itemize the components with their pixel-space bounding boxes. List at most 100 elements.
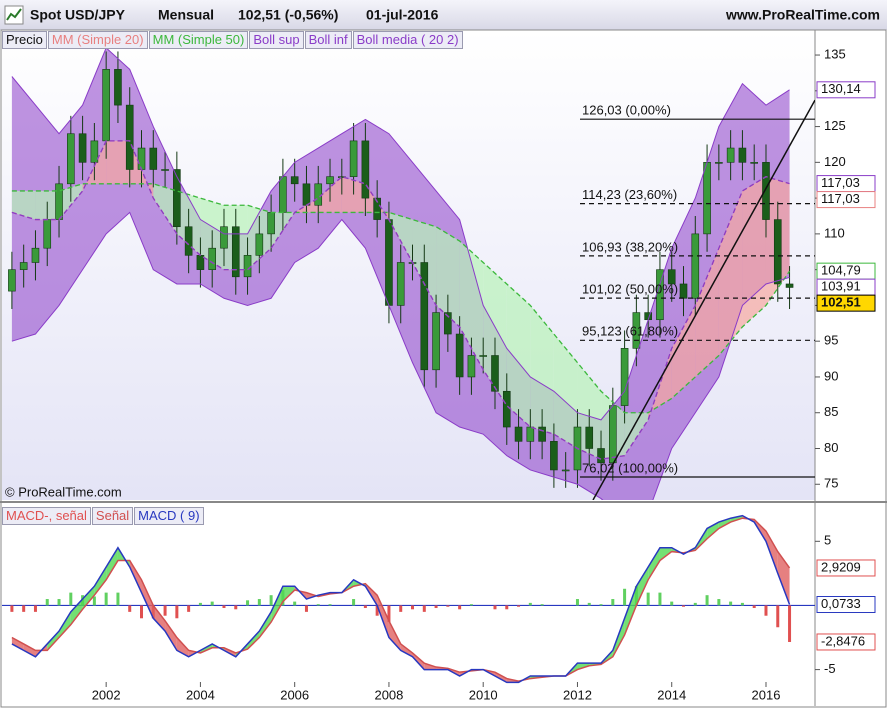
candle-body bbox=[667, 269, 676, 285]
legend-entry: Precio bbox=[2, 31, 47, 49]
candle-body bbox=[632, 312, 641, 349]
ma-cross-fill bbox=[436, 226, 460, 327]
price-plot: 126,03 (0,00%) 114,23 (23,60%) 106,93 (38,… bbox=[8, 47, 815, 500]
histogram-bar bbox=[246, 600, 250, 606]
ma-cross-fill bbox=[506, 283, 531, 428]
macd-fill bbox=[247, 631, 260, 650]
y-tick-label: 135 bbox=[824, 46, 846, 61]
candle-body bbox=[550, 441, 558, 471]
candle-body bbox=[491, 355, 499, 392]
histogram-bar bbox=[623, 588, 627, 606]
macd-fill bbox=[141, 579, 154, 619]
y-tick-label: -5 bbox=[824, 661, 836, 676]
last-price: 102,51 (-0,56%) bbox=[238, 7, 338, 23]
x-tick-label: 2008 bbox=[374, 687, 403, 702]
histogram-bar bbox=[175, 605, 179, 619]
candle-body bbox=[326, 176, 334, 185]
x-tick-label: 2012 bbox=[563, 687, 592, 702]
histogram-bar bbox=[10, 605, 14, 612]
histogram-bar bbox=[69, 592, 73, 606]
histogram-bar bbox=[575, 599, 579, 606]
period: Mensual bbox=[158, 7, 214, 23]
value-badge bbox=[816, 191, 876, 209]
value-badge bbox=[816, 559, 876, 577]
candle-body bbox=[373, 197, 381, 220]
candle-body bbox=[455, 333, 464, 378]
macd-fill bbox=[624, 586, 637, 635]
candle-body bbox=[691, 233, 700, 299]
price-legend: Precio MM (Simple 20) MM (Simple 50) Boll s… bbox=[2, 31, 463, 49]
candle-body bbox=[279, 176, 287, 213]
candle-body bbox=[137, 147, 146, 170]
candle-body bbox=[290, 176, 299, 185]
legend-entry: MACD-, señal bbox=[2, 507, 91, 525]
histogram-bar bbox=[611, 599, 615, 606]
candle-body bbox=[679, 283, 688, 299]
candle-body bbox=[750, 162, 759, 164]
indicator-line bbox=[11, 183, 791, 414]
histogram-bar bbox=[328, 604, 332, 606]
candle-body bbox=[231, 226, 240, 278]
ma-cross-fill bbox=[11, 190, 36, 220]
histogram-bar bbox=[57, 599, 61, 606]
x-tick-label: 2010 bbox=[469, 687, 498, 702]
y-tick-label: 5 bbox=[824, 533, 831, 548]
candle-body bbox=[444, 312, 452, 335]
x-tick-label: 2014 bbox=[657, 687, 686, 702]
histogram-bar bbox=[788, 605, 792, 642]
candle-body bbox=[726, 147, 735, 163]
value-badge-label: 103,91 bbox=[821, 279, 861, 294]
fibonacci-label: 101,02 (50,00%) bbox=[582, 282, 678, 297]
legend-entry: Boll inf bbox=[304, 31, 352, 49]
candle-body bbox=[67, 133, 75, 185]
ma-cross-fill bbox=[671, 305, 696, 399]
histogram-bar bbox=[128, 605, 132, 612]
histogram-bar bbox=[740, 602, 744, 606]
value-badge bbox=[816, 81, 876, 99]
candle-body bbox=[255, 233, 264, 256]
candle-body bbox=[396, 262, 405, 306]
histogram-bar bbox=[752, 605, 756, 609]
histogram-bar bbox=[352, 599, 356, 606]
legend-entry: MACD ( 9) bbox=[134, 507, 204, 525]
macd-fill bbox=[47, 631, 60, 651]
y-tick-label: 85 bbox=[824, 404, 838, 419]
macd-fill bbox=[707, 522, 719, 539]
fibonacci-label: 95,123 (61,80%) bbox=[582, 324, 678, 339]
candle-body bbox=[620, 348, 629, 406]
macd-line bbox=[11, 517, 791, 682]
fibonacci-label: 126,03 (0,00%) bbox=[582, 103, 671, 118]
indicator-line bbox=[11, 47, 790, 421]
candle-body bbox=[420, 262, 429, 371]
histogram-bar bbox=[446, 605, 450, 607]
value-badge-label: 117,03 bbox=[821, 191, 860, 206]
watermark: © ProRealTime.com bbox=[5, 484, 122, 499]
histogram-bar bbox=[682, 605, 686, 607]
macd-fill bbox=[165, 620, 177, 651]
candle-body bbox=[220, 226, 228, 249]
candle-body bbox=[785, 283, 794, 288]
ma-cross-fill bbox=[530, 305, 554, 435]
candle-body bbox=[738, 147, 747, 163]
candle-body bbox=[762, 162, 770, 220]
histogram-bar bbox=[45, 599, 49, 606]
macd-fill bbox=[353, 579, 366, 587]
y-tick-label: 90 bbox=[824, 368, 838, 383]
candle-body bbox=[125, 104, 134, 170]
candle-body bbox=[184, 226, 193, 256]
candle-body bbox=[467, 355, 476, 378]
histogram-bar bbox=[658, 592, 662, 606]
macd-fill bbox=[94, 566, 107, 596]
histogram-bar bbox=[599, 604, 603, 606]
macd-fill bbox=[636, 566, 649, 606]
macd-fill bbox=[648, 547, 660, 580]
legend-entry: Boll media ( 20 2) bbox=[352, 31, 463, 49]
candle-body bbox=[208, 247, 217, 270]
histogram-bar bbox=[316, 604, 320, 606]
y-tick-label: 110 bbox=[824, 225, 845, 240]
macd-plot bbox=[2, 514, 815, 684]
trendline bbox=[592, 99, 815, 500]
macd-fill bbox=[11, 637, 24, 651]
